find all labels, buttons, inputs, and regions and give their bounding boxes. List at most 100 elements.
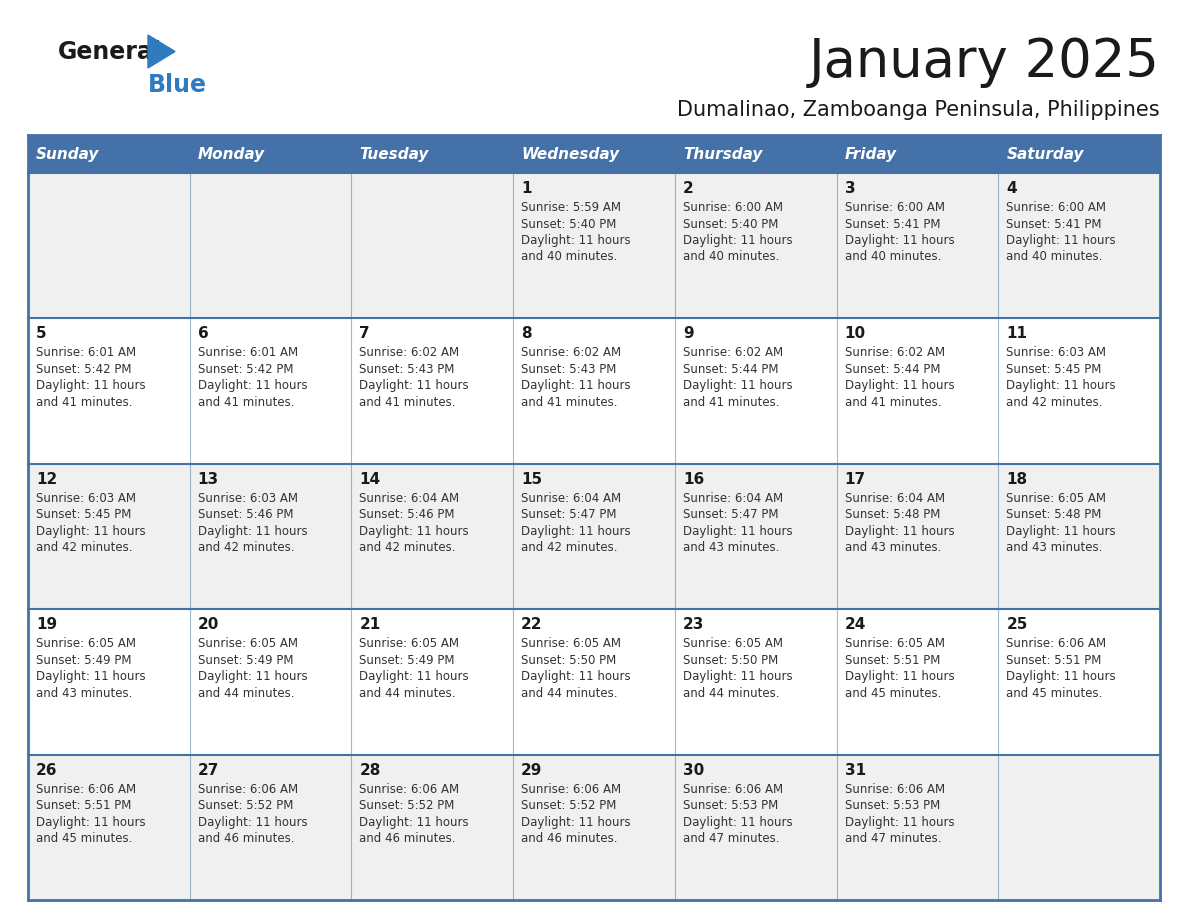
Text: Sunset: 5:43 PM: Sunset: 5:43 PM [522, 363, 617, 375]
Text: Sunset: 5:52 PM: Sunset: 5:52 PM [522, 799, 617, 812]
Bar [29, 464, 1159, 610]
Text: Daylight: 11 hours: Daylight: 11 hours [1006, 379, 1116, 392]
Text: Sunrise: 6:02 AM: Sunrise: 6:02 AM [360, 346, 460, 360]
Text: Sunset: 5:48 PM: Sunset: 5:48 PM [845, 509, 940, 521]
Text: Sunset: 5:44 PM: Sunset: 5:44 PM [683, 363, 778, 375]
Text: Daylight: 11 hours: Daylight: 11 hours [845, 379, 954, 392]
Text: and 40 minutes.: and 40 minutes. [683, 251, 779, 263]
Text: Sunrise: 5:59 AM: Sunrise: 5:59 AM [522, 201, 621, 214]
Text: Dumalinao, Zamboanga Peninsula, Philippines: Dumalinao, Zamboanga Peninsula, Philippi… [677, 100, 1159, 120]
Text: and 43 minutes.: and 43 minutes. [36, 687, 132, 700]
Text: Sunset: 5:50 PM: Sunset: 5:50 PM [522, 654, 617, 666]
Text: 6: 6 [197, 327, 208, 341]
Text: 12: 12 [36, 472, 57, 487]
Text: Wednesday: Wednesday [522, 147, 619, 162]
Text: Sunset: 5:42 PM: Sunset: 5:42 PM [197, 363, 293, 375]
Text: and 42 minutes.: and 42 minutes. [36, 542, 133, 554]
Text: 25: 25 [1006, 617, 1028, 633]
Bar [29, 755, 1159, 900]
Text: Monday: Monday [197, 147, 265, 162]
Text: 10: 10 [845, 327, 866, 341]
Text: Daylight: 11 hours: Daylight: 11 hours [36, 379, 146, 392]
Text: Sunrise: 6:05 AM: Sunrise: 6:05 AM [197, 637, 298, 650]
Text: and 46 minutes.: and 46 minutes. [522, 832, 618, 845]
Text: Sunrise: 6:05 AM: Sunrise: 6:05 AM [683, 637, 783, 650]
Bar [29, 173, 1159, 319]
Text: Daylight: 11 hours: Daylight: 11 hours [360, 525, 469, 538]
Text: Sunset: 5:44 PM: Sunset: 5:44 PM [845, 363, 940, 375]
Text: Sunrise: 6:06 AM: Sunrise: 6:06 AM [197, 783, 298, 796]
Text: Tuesday: Tuesday [360, 147, 429, 162]
Text: Daylight: 11 hours: Daylight: 11 hours [360, 670, 469, 683]
Bar [29, 319, 1159, 464]
Text: and 44 minutes.: and 44 minutes. [197, 687, 295, 700]
Text: and 42 minutes.: and 42 minutes. [360, 542, 456, 554]
Text: Daylight: 11 hours: Daylight: 11 hours [845, 525, 954, 538]
Text: Sunday: Sunday [36, 147, 100, 162]
Text: Daylight: 11 hours: Daylight: 11 hours [1006, 670, 1116, 683]
Text: 26: 26 [36, 763, 57, 778]
Text: Sunrise: 6:01 AM: Sunrise: 6:01 AM [197, 346, 298, 360]
Text: Sunrise: 6:06 AM: Sunrise: 6:06 AM [1006, 637, 1106, 650]
Text: Daylight: 11 hours: Daylight: 11 hours [197, 525, 308, 538]
Text: and 47 minutes.: and 47 minutes. [683, 832, 779, 845]
Polygon shape [148, 35, 175, 68]
Text: Sunrise: 6:03 AM: Sunrise: 6:03 AM [197, 492, 298, 505]
Text: Sunrise: 6:05 AM: Sunrise: 6:05 AM [36, 637, 135, 650]
Text: 27: 27 [197, 763, 219, 778]
Text: Sunset: 5:52 PM: Sunset: 5:52 PM [197, 799, 293, 812]
Text: Sunset: 5:49 PM: Sunset: 5:49 PM [36, 654, 132, 666]
Text: 22: 22 [522, 617, 543, 633]
Text: Sunset: 5:41 PM: Sunset: 5:41 PM [845, 218, 940, 230]
Text: Sunrise: 6:04 AM: Sunrise: 6:04 AM [845, 492, 944, 505]
Text: General: General [58, 40, 162, 64]
Text: Sunrise: 6:04 AM: Sunrise: 6:04 AM [522, 492, 621, 505]
Text: and 41 minutes.: and 41 minutes. [36, 396, 133, 409]
Text: Sunrise: 6:03 AM: Sunrise: 6:03 AM [1006, 346, 1106, 360]
Text: Saturday: Saturday [1006, 147, 1083, 162]
Text: and 44 minutes.: and 44 minutes. [683, 687, 779, 700]
Text: Sunset: 5:49 PM: Sunset: 5:49 PM [197, 654, 293, 666]
Text: Sunrise: 6:00 AM: Sunrise: 6:00 AM [683, 201, 783, 214]
Text: Daylight: 11 hours: Daylight: 11 hours [683, 525, 792, 538]
Text: 29: 29 [522, 763, 543, 778]
Text: Daylight: 11 hours: Daylight: 11 hours [36, 815, 146, 829]
Text: Sunset: 5:52 PM: Sunset: 5:52 PM [360, 799, 455, 812]
Text: Sunset: 5:53 PM: Sunset: 5:53 PM [683, 799, 778, 812]
Text: Sunset: 5:51 PM: Sunset: 5:51 PM [845, 654, 940, 666]
Text: 4: 4 [1006, 181, 1017, 196]
Text: Daylight: 11 hours: Daylight: 11 hours [683, 234, 792, 247]
Text: Sunset: 5:42 PM: Sunset: 5:42 PM [36, 363, 132, 375]
Text: Sunrise: 6:06 AM: Sunrise: 6:06 AM [683, 783, 783, 796]
Text: and 43 minutes.: and 43 minutes. [683, 542, 779, 554]
Text: Sunrise: 6:06 AM: Sunrise: 6:06 AM [845, 783, 944, 796]
Text: Blue: Blue [148, 73, 207, 97]
Text: 8: 8 [522, 327, 532, 341]
Text: 14: 14 [360, 472, 380, 487]
Text: Sunset: 5:46 PM: Sunset: 5:46 PM [360, 509, 455, 521]
Text: and 47 minutes.: and 47 minutes. [845, 832, 941, 845]
Text: 13: 13 [197, 472, 219, 487]
Text: 18: 18 [1006, 472, 1028, 487]
Text: and 45 minutes.: and 45 minutes. [845, 687, 941, 700]
Text: Sunset: 5:47 PM: Sunset: 5:47 PM [522, 509, 617, 521]
Text: 24: 24 [845, 617, 866, 633]
Text: Sunrise: 6:04 AM: Sunrise: 6:04 AM [360, 492, 460, 505]
Text: Sunset: 5:45 PM: Sunset: 5:45 PM [36, 509, 132, 521]
Text: Daylight: 11 hours: Daylight: 11 hours [522, 234, 631, 247]
Text: January 2025: January 2025 [809, 36, 1159, 88]
Text: Sunrise: 6:05 AM: Sunrise: 6:05 AM [360, 637, 460, 650]
Text: and 44 minutes.: and 44 minutes. [522, 687, 618, 700]
Text: 9: 9 [683, 327, 694, 341]
Text: 5: 5 [36, 327, 46, 341]
Text: Daylight: 11 hours: Daylight: 11 hours [522, 379, 631, 392]
Text: Sunrise: 6:00 AM: Sunrise: 6:00 AM [845, 201, 944, 214]
Text: and 46 minutes.: and 46 minutes. [197, 832, 295, 845]
Text: Sunset: 5:40 PM: Sunset: 5:40 PM [522, 218, 617, 230]
Text: Sunrise: 6:06 AM: Sunrise: 6:06 AM [36, 783, 137, 796]
Text: Sunrise: 6:04 AM: Sunrise: 6:04 AM [683, 492, 783, 505]
Bar [29, 610, 1159, 755]
Text: 1: 1 [522, 181, 532, 196]
Text: 20: 20 [197, 617, 219, 633]
Text: Daylight: 11 hours: Daylight: 11 hours [360, 379, 469, 392]
